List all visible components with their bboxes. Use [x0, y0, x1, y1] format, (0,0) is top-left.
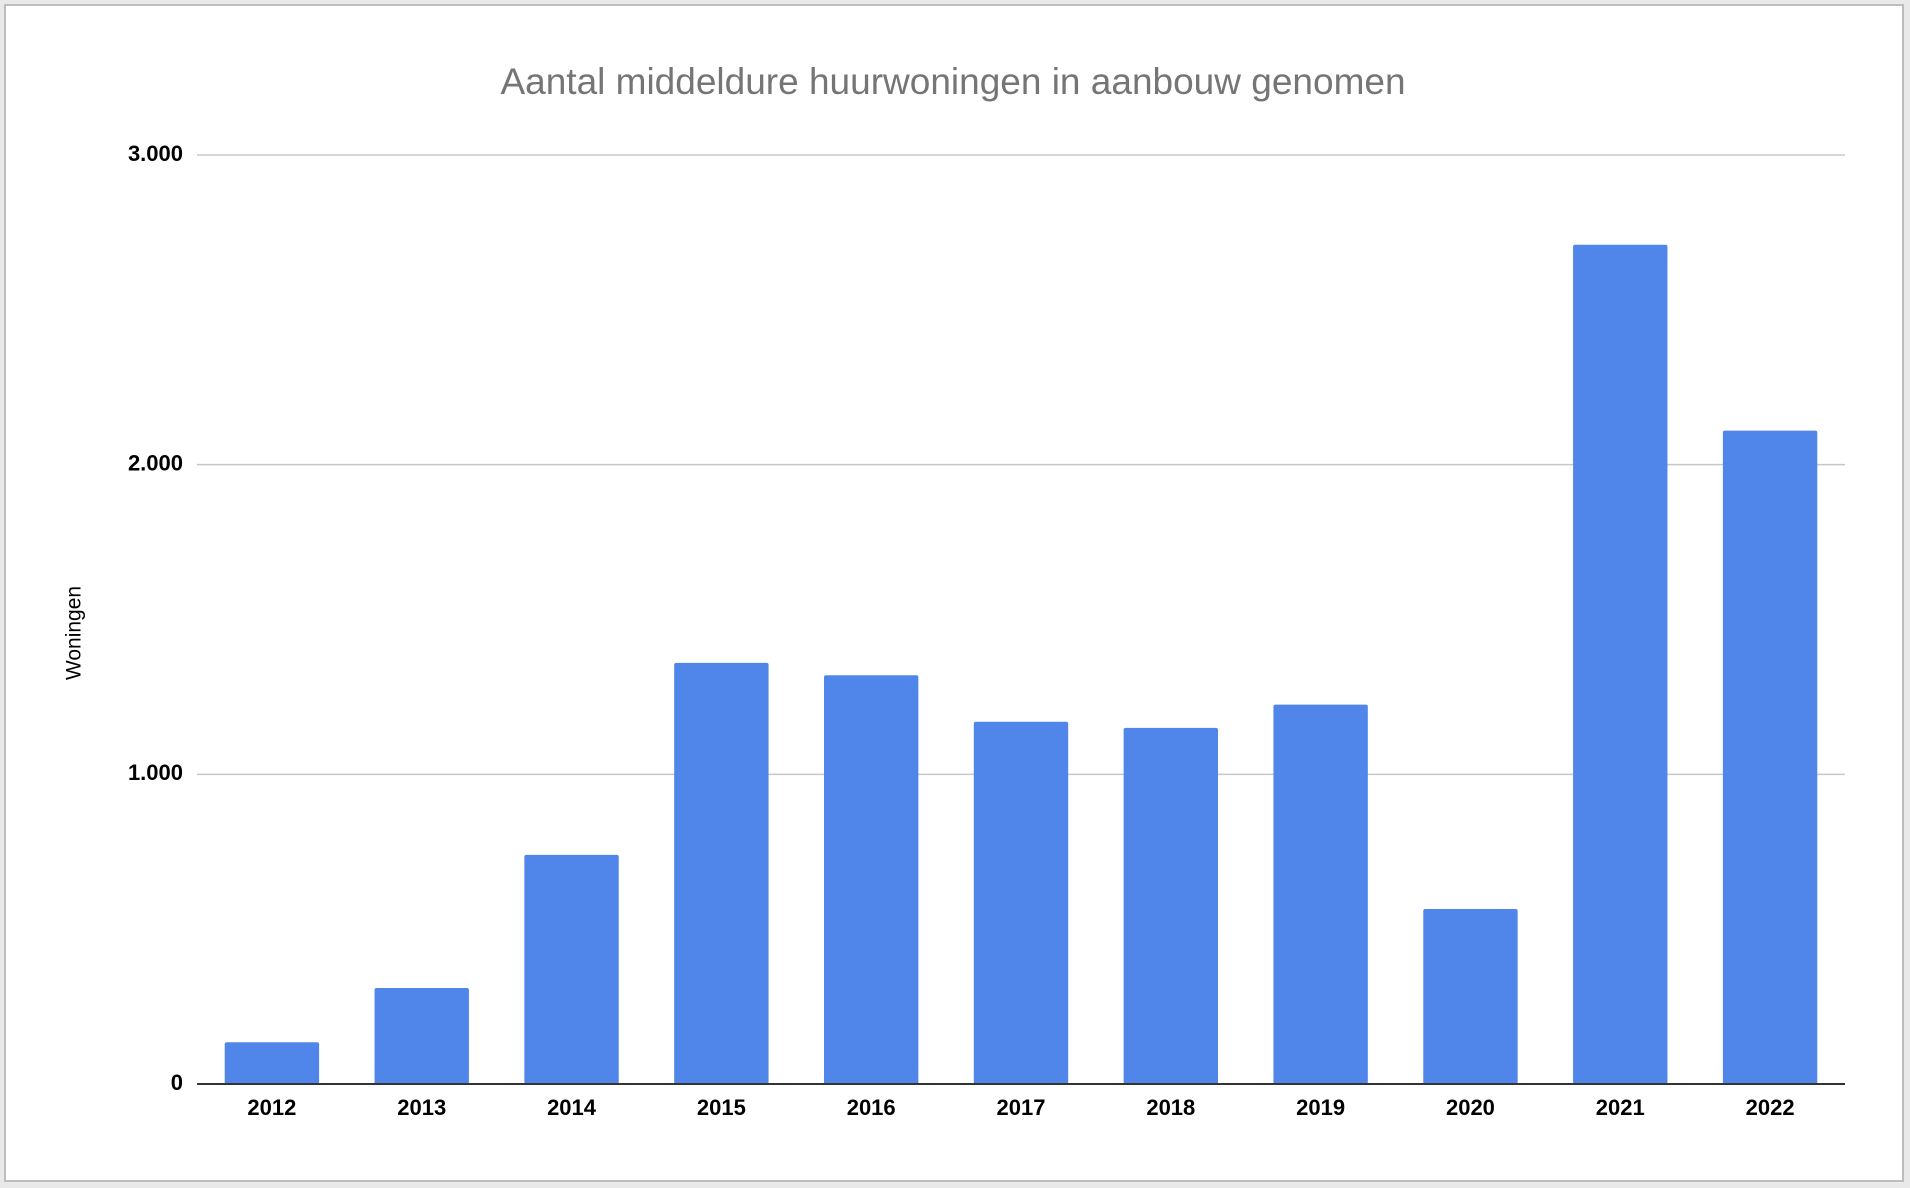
- y-tick-label: 1.000: [128, 760, 183, 785]
- y-tick-label: 2.000: [128, 450, 183, 475]
- bar: [224, 1042, 320, 1084]
- x-tick-label: 2022: [1746, 1095, 1795, 1120]
- bar: [1273, 704, 1368, 1084]
- x-tick-label: 2016: [847, 1095, 896, 1120]
- x-tick-label: 2020: [1446, 1095, 1495, 1120]
- x-tick-label: 2019: [1296, 1095, 1345, 1120]
- bar: [374, 988, 469, 1084]
- y-tick-label: 0: [171, 1070, 183, 1095]
- bar: [1722, 430, 1818, 1084]
- bar: [823, 675, 919, 1084]
- x-tick-label: 2021: [1596, 1095, 1645, 1120]
- chart-title: Aantal middeldure huurwoningen in aanbou…: [500, 61, 1405, 102]
- x-tick-label: 2012: [247, 1095, 296, 1120]
- x-tick-label: 2018: [1146, 1095, 1195, 1120]
- y-axis-label: Woningen: [63, 586, 86, 680]
- bar: [1423, 909, 1518, 1084]
- bar: [674, 662, 769, 1084]
- bar: [1573, 244, 1668, 1084]
- x-tick-label: 2013: [397, 1095, 446, 1120]
- bar: [1123, 727, 1219, 1084]
- y-tick-label: 3.000: [128, 141, 183, 166]
- x-tick-label: 2017: [997, 1095, 1046, 1120]
- x-tick-label: 2014: [547, 1095, 597, 1120]
- bar: [973, 721, 1069, 1084]
- bar: [524, 854, 619, 1084]
- x-tick-label: 2015: [697, 1095, 746, 1120]
